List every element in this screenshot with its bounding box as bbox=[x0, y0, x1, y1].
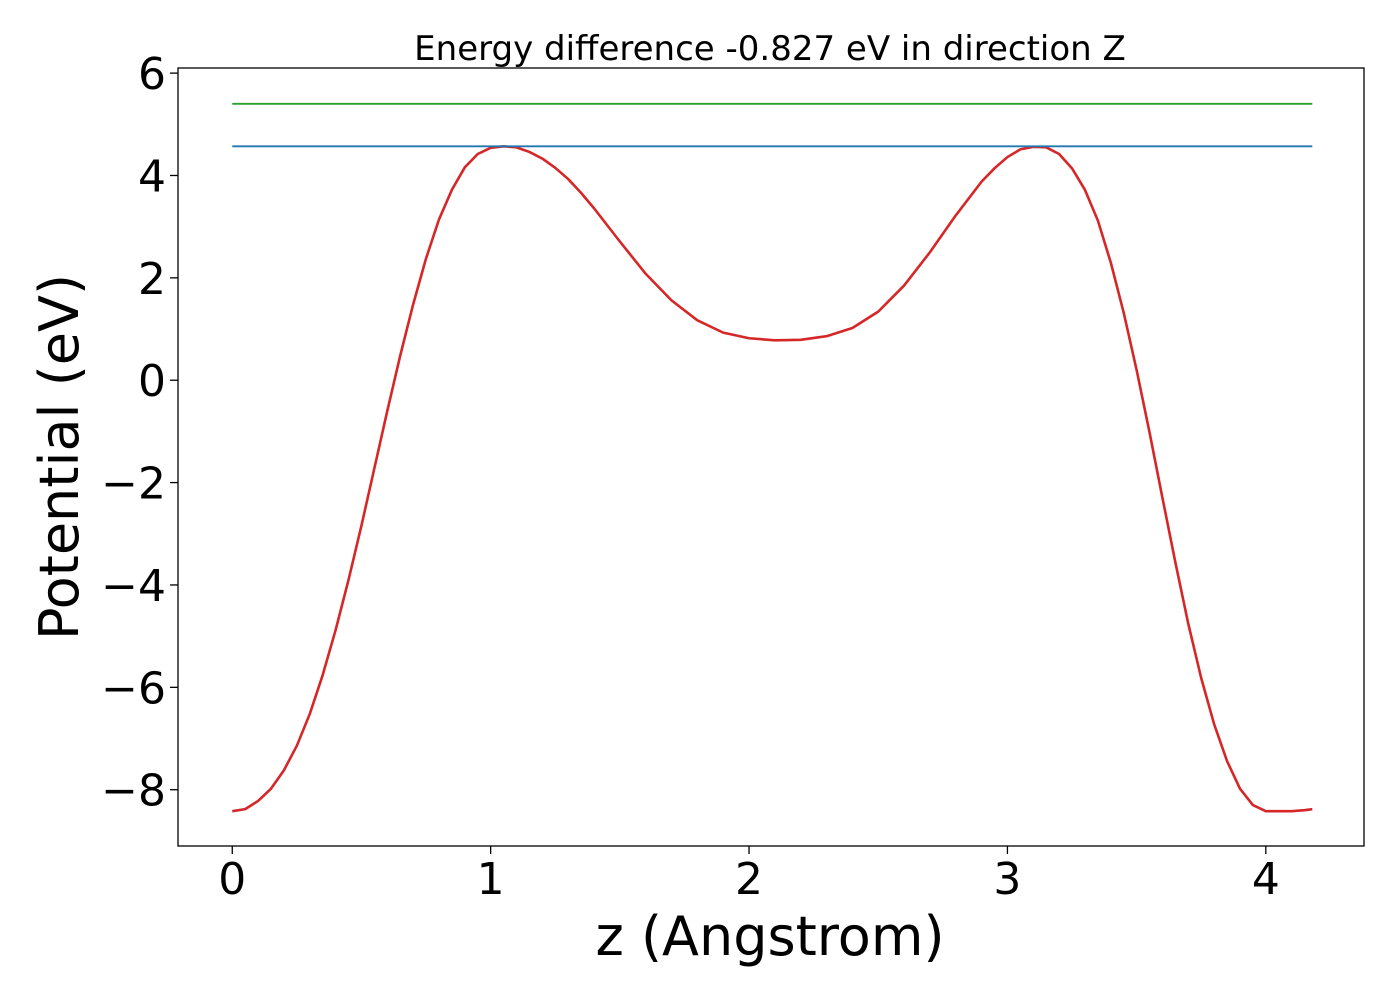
x-tick-label: 3 bbox=[993, 854, 1021, 905]
y-tick-label: 6 bbox=[138, 49, 166, 100]
series-layer bbox=[232, 102, 1313, 813]
y-tick-label: −4 bbox=[101, 561, 166, 612]
y-tick-label: 4 bbox=[138, 151, 166, 202]
y-tick-label: 0 bbox=[138, 356, 166, 407]
y-tick-label: −2 bbox=[101, 459, 166, 510]
y-axis-ticks: 6 4 2 0 −2 −4 −6 −8 bbox=[101, 49, 178, 817]
y-tick-label: 2 bbox=[138, 254, 166, 305]
x-axis-ticks: 0 1 2 3 4 bbox=[218, 846, 1280, 905]
x-tick-label: 4 bbox=[1252, 854, 1280, 905]
plot-frame bbox=[177, 67, 1365, 847]
x-axis-label: z (Angstrom) bbox=[595, 905, 944, 968]
y-tick-label: −8 bbox=[101, 766, 166, 817]
x-tick-label: 1 bbox=[477, 854, 505, 905]
x-tick-label: 2 bbox=[735, 854, 763, 905]
y-axis-label: Potential (eV) bbox=[28, 274, 91, 640]
chart-title: Energy difference -0.827 eV in direction… bbox=[414, 29, 1126, 69]
series-line-0 bbox=[232, 145, 1313, 813]
y-tick-label: −6 bbox=[101, 663, 166, 714]
x-tick-label: 0 bbox=[218, 854, 246, 905]
